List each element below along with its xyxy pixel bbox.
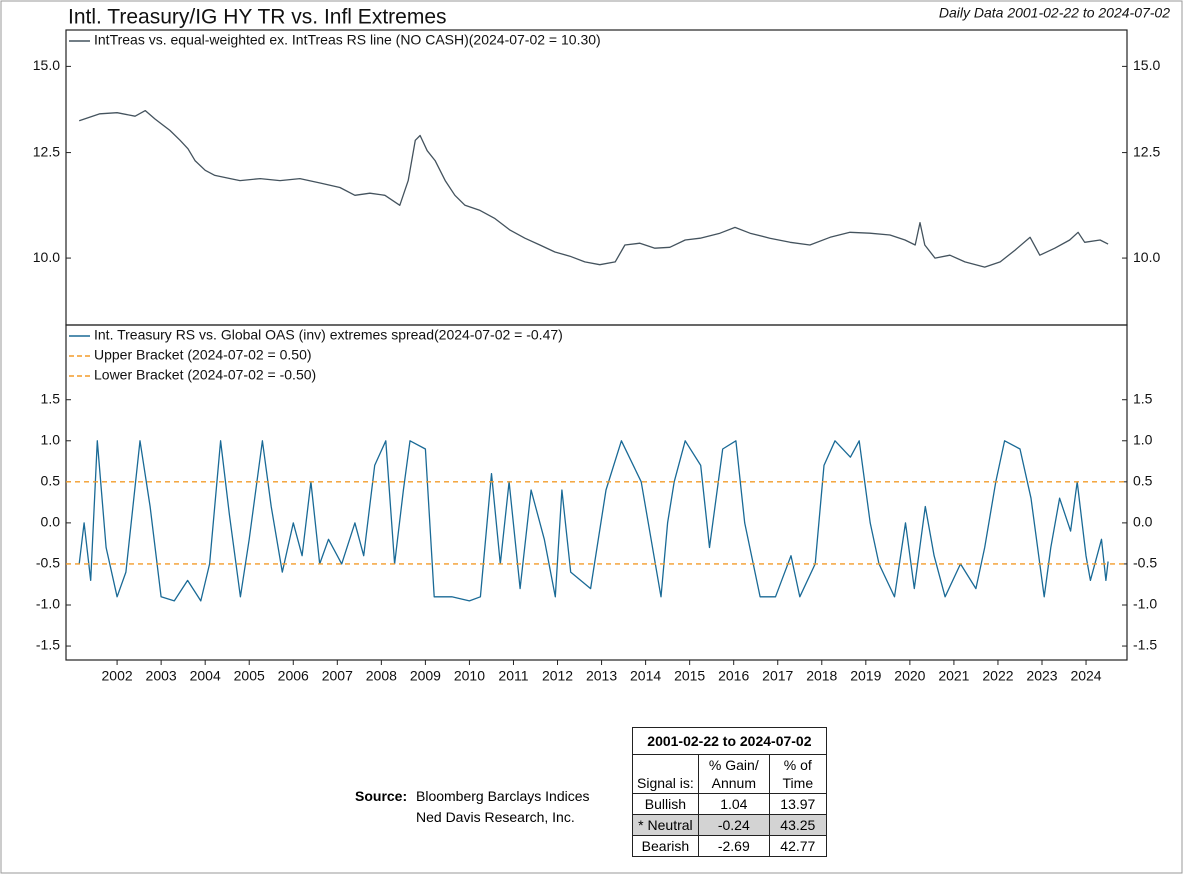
source-line: Bloomberg Barclays Indices	[416, 788, 590, 804]
y-tick-label: -0.5	[36, 555, 60, 571]
source-label: Source:	[355, 788, 408, 804]
source-line: Ned Davis Research, Inc.	[416, 809, 575, 825]
x-tick-label: 2002	[102, 668, 133, 684]
legend-label: IntTreas vs. equal-weighted ex. IntTreas…	[94, 32, 601, 48]
y-tick-label: 1.0	[1133, 431, 1153, 447]
x-tick-label: 2014	[630, 668, 661, 684]
table-cell: -2.69	[697, 835, 770, 857]
signal-table: 2001-02-22 to 2024-07-02 Signal is: % Ga…	[632, 727, 827, 857]
y-tick-label: -0.5	[1133, 555, 1157, 571]
y-tick-label: 15.0	[1133, 57, 1160, 73]
x-tick-label: 2012	[542, 668, 573, 684]
y-tick-label: -1.5	[36, 637, 60, 653]
table-cell: Bearish	[632, 835, 699, 857]
x-tick-label: 2007	[322, 668, 353, 684]
y-tick-label: -1.5	[1133, 637, 1157, 653]
x-tick-label: 2023	[1026, 668, 1057, 684]
table-cell: * Neutral	[632, 814, 699, 836]
y-tick-label: -1.0	[1133, 596, 1157, 612]
legend-label: Int. Treasury RS vs. Global OAS (inv) ex…	[94, 327, 563, 343]
y-tick-label: 1.5	[1133, 390, 1153, 406]
table-cell: 1.04	[697, 793, 770, 815]
x-tick-label: 2019	[850, 668, 881, 684]
y-tick-label: -1.0	[36, 596, 60, 612]
x-tick-label: 2016	[718, 668, 749, 684]
x-tick-label: 2008	[366, 668, 397, 684]
x-tick-label: 2024	[1070, 668, 1101, 684]
table-header: % of Time	[768, 754, 827, 794]
chart-title: Intl. Treasury/IG HY TR vs. Infl Extreme…	[68, 6, 447, 29]
table-title: 2001-02-22 to 2024-07-02	[632, 727, 827, 755]
table-cell: 42.77	[768, 835, 827, 857]
x-tick-label: 2015	[674, 668, 705, 684]
y-tick-label: 0.0	[41, 514, 61, 530]
legend-label: Upper Bracket (2024-07-02 = 0.50)	[94, 347, 312, 363]
y-tick-label: 1.5	[41, 390, 61, 406]
y-tick-label: 10.0	[1133, 249, 1160, 265]
series-line	[78, 109, 1109, 268]
y-tick-label: 0.5	[1133, 473, 1153, 489]
x-tick-label: 2013	[586, 668, 617, 684]
table-cell: Bullish	[632, 793, 699, 815]
x-tick-label: 2022	[982, 668, 1013, 684]
x-tick-label: 2004	[190, 668, 221, 684]
x-tick-label: 2009	[410, 668, 441, 684]
source: Source: Bloomberg Barclays Indices Ned D…	[355, 786, 590, 828]
x-tick-label: 2021	[938, 668, 969, 684]
x-tick-label: 2010	[454, 668, 485, 684]
y-tick-label: 1.0	[41, 431, 61, 447]
x-tick-label: 2020	[894, 668, 925, 684]
table-cell: 43.25	[768, 814, 827, 836]
y-tick-label: 0.0	[1133, 514, 1153, 530]
x-tick-label: 2017	[762, 668, 793, 684]
x-tick-label: 2011	[498, 668, 528, 684]
y-tick-label: 10.0	[33, 249, 60, 265]
chart-subtitle: Daily Data 2001-02-22 to 2024-07-02	[939, 5, 1170, 21]
table-cell: -0.24	[697, 814, 770, 836]
y-tick-label: 12.5	[1133, 143, 1160, 159]
x-tick-label: 2018	[806, 668, 837, 684]
plot-frame	[65, 324, 1128, 661]
y-tick-label: 15.0	[33, 57, 60, 73]
series-line	[78, 440, 1109, 602]
table-header: Signal is:	[632, 754, 699, 794]
x-tick-label: 2006	[278, 668, 309, 684]
x-tick-label: 2005	[234, 668, 265, 684]
legend-label: Lower Bracket (2024-07-02 = -0.50)	[94, 367, 316, 383]
x-tick-label: 2003	[146, 668, 177, 684]
table-cell: 13.97	[768, 793, 827, 815]
y-tick-label: 0.5	[41, 473, 61, 489]
y-tick-label: 12.5	[33, 143, 60, 159]
table-header: % Gain/ Annum	[697, 754, 770, 794]
